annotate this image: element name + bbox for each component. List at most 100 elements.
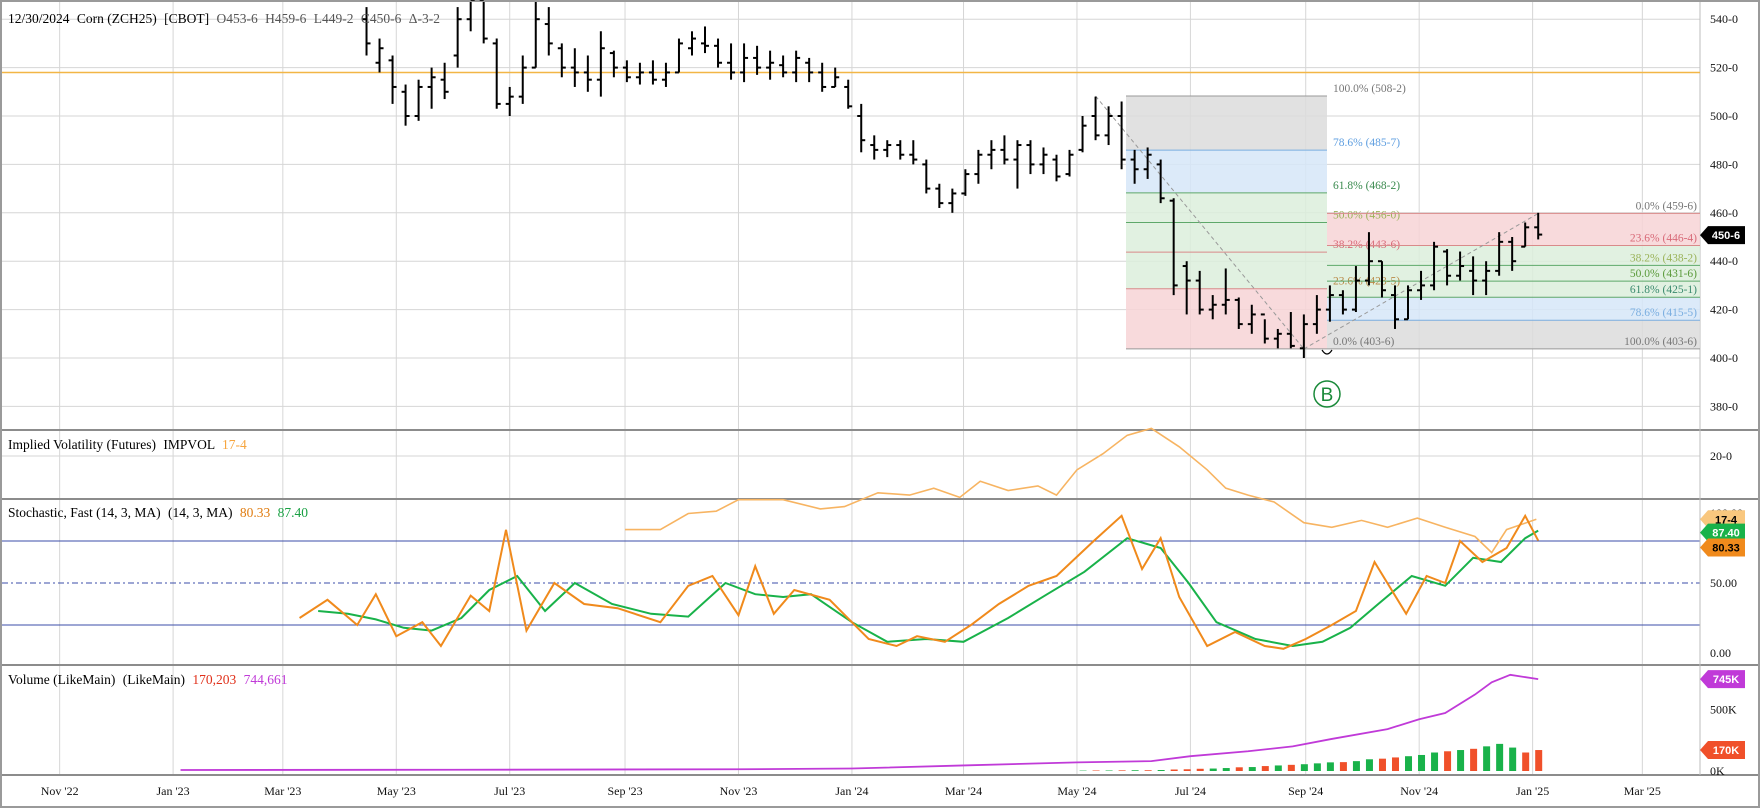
- stoch-d-tag-text: 87.40: [1712, 528, 1740, 540]
- price-bar: [896, 140, 905, 160]
- fib-zone-down: [1126, 222, 1327, 253]
- stoch-d-tag: 87.40: [1700, 523, 1745, 542]
- fib-trendline-down: [1095, 95, 1305, 350]
- fib-label-down: 100.0% (508-2): [1333, 83, 1406, 95]
- volume-bar: [1300, 764, 1308, 771]
- volume-tick-label: 0K: [1710, 764, 1725, 778]
- fib-label-down: 61.8% (468-2): [1333, 180, 1400, 192]
- price-bar: [766, 50, 775, 80]
- price-bar: [818, 62, 827, 92]
- price-bar: [1299, 314, 1308, 358]
- price-bar: [1182, 261, 1191, 315]
- b-marker[interactable]: B: [1313, 380, 1341, 408]
- price-bar: [1521, 222, 1530, 248]
- price-bar: [1026, 140, 1035, 175]
- x-tick-label: May '23: [377, 784, 416, 798]
- price-bar: [1417, 270, 1426, 300]
- x-tick-label: Nov '24: [1400, 784, 1438, 798]
- price-bar: [557, 43, 566, 78]
- x-tick-label: Nov '23: [720, 784, 758, 798]
- price-tick-label: 540-0: [1710, 12, 1738, 26]
- price-bar: [779, 55, 788, 78]
- fib-zone-down: [1126, 96, 1327, 151]
- x-tick-label: Sep '23: [607, 784, 642, 798]
- volume-bar: [1118, 770, 1126, 771]
- grid: [2, 2, 1700, 775]
- x-tick-label: Mar '25: [1624, 784, 1661, 798]
- b-marker-label: B: [1321, 385, 1334, 406]
- volume-bar: [1157, 770, 1165, 771]
- stoch-k-tag: 80.33: [1700, 538, 1745, 557]
- fib-label-up: 38.2% (438-2): [1630, 252, 1697, 264]
- price-bar: [440, 62, 449, 100]
- price-bar: [922, 159, 931, 194]
- price-bar: [362, 7, 371, 56]
- price-bar: [622, 60, 631, 83]
- stoch-d-line: [318, 529, 1539, 648]
- volume-bar: [1444, 751, 1452, 771]
- price-bar: [1234, 297, 1243, 329]
- price-bar: [414, 79, 423, 121]
- volume-bar: [1170, 769, 1178, 771]
- fib-label-up: 23.6% (446-4): [1630, 232, 1697, 244]
- stoch-tick-label: 0.00: [1710, 646, 1731, 660]
- price-bar: [1430, 241, 1439, 291]
- price-bar: [674, 38, 683, 74]
- x-tick-label: Jul '23: [494, 784, 525, 798]
- volume-tag-text: 170K: [1713, 745, 1739, 757]
- price-bar: [466, 0, 475, 32]
- volume-bar: [1274, 765, 1282, 771]
- volume-bar: [1261, 766, 1269, 771]
- price-bar: [844, 79, 853, 109]
- stoch-k-line: [299, 513, 1540, 650]
- price-bar: [870, 135, 879, 160]
- x-tick-label: Jan '24: [835, 784, 868, 798]
- volume-bar: [1535, 750, 1543, 771]
- fib-label-up: 0.0% (459-6): [1636, 200, 1697, 212]
- fib-zone-up: [1327, 213, 1700, 246]
- x-tick-label: Nov '22: [41, 784, 79, 798]
- price-bar: [1534, 212, 1543, 240]
- price-bar: [961, 169, 970, 196]
- volume-bar: [1131, 770, 1139, 771]
- stoch-tick-label: 50.00: [1710, 576, 1737, 590]
- price-bar: [505, 86, 514, 116]
- price-bar: [740, 43, 749, 83]
- volume-bar: [1196, 768, 1204, 771]
- price-bar: [1117, 101, 1126, 170]
- volume-bar: [1183, 769, 1191, 771]
- fib-zone-up: [1327, 320, 1700, 349]
- stochastic-lines: [299, 513, 1540, 650]
- volume-bar: [1457, 750, 1465, 771]
- fib-label-up: 78.6% (415-5): [1630, 307, 1697, 319]
- price-bar: [661, 62, 670, 87]
- volume-bar: [1378, 758, 1386, 771]
- volume-bar: [1418, 754, 1426, 771]
- price-tick-label: 400-0: [1710, 351, 1738, 365]
- x-tick-label: Jan '25: [1516, 784, 1549, 798]
- price-bar: [1456, 251, 1465, 281]
- fib-zone-up: [1327, 245, 1700, 266]
- axes: Nov '22 Jan '23 Mar '23 May '23 Jul '23 Sep '…: [41, 12, 1743, 798]
- fib-label-up: 100.0% (403-6): [1624, 336, 1697, 348]
- volume-title: Volume (LikeMain) (LikeMain) 170,203 744…: [8, 672, 287, 687]
- price-bar: [427, 67, 436, 109]
- price-bar: [974, 149, 983, 184]
- price-bar: [518, 55, 527, 104]
- fib-label-down: 50.0% (456-0): [1333, 209, 1400, 221]
- value-tags: 450-6 17-4 87.40 80.33 745K 170K: [1700, 226, 1745, 760]
- fib-label-down: 23.6% (428-5): [1333, 276, 1400, 288]
- x-tick-label: Mar '23: [264, 784, 301, 798]
- price-bar: [375, 38, 384, 73]
- price-bar: [1260, 313, 1269, 344]
- x-tick-label: Sep '24: [1288, 784, 1323, 798]
- volume-bar: [1405, 756, 1413, 771]
- oi-tag-text: 745K: [1713, 674, 1739, 686]
- price-bar: [1351, 266, 1360, 313]
- price-bar: [1195, 270, 1204, 315]
- price-bar: [1364, 232, 1373, 286]
- price-bar: [583, 55, 592, 92]
- x-tick-label: Jul '24: [1175, 784, 1206, 798]
